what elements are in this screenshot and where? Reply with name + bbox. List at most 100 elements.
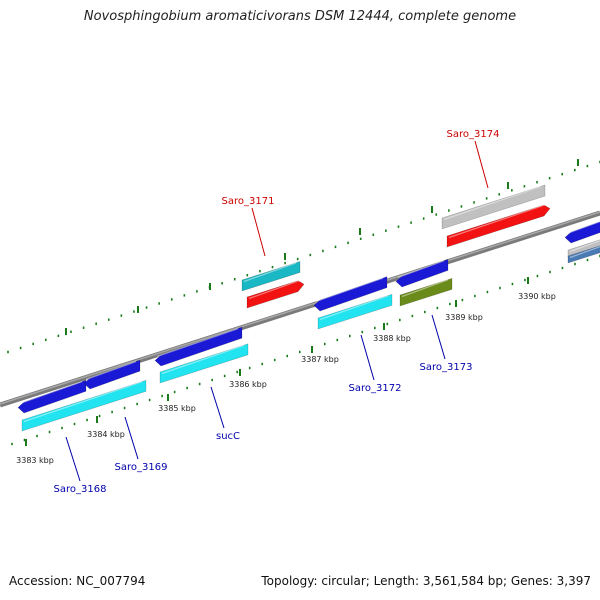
gene-saro-3171-feature: [241, 261, 301, 292]
guide-dot: [460, 205, 463, 208]
gene-label-sucC[interactable]: sucC: [216, 431, 240, 442]
gene-saro-3172-feature: [317, 293, 393, 330]
guide-dot: [273, 358, 276, 362]
tick-label: 3387 kbp: [301, 355, 339, 364]
major-tick: [167, 394, 169, 401]
guide-dot: [148, 398, 151, 402]
leader-saro-3169: [124, 416, 139, 460]
guide-dot: [133, 310, 135, 313]
major-tick: [383, 323, 385, 330]
gene-label-saro-3172[interactable]: Saro_3172: [349, 383, 402, 394]
guide-dot: [473, 201, 475, 204]
major-tick: [507, 182, 509, 189]
guide-dot: [448, 209, 450, 212]
guide-dot: [111, 410, 113, 414]
gene-label-saro-3171[interactable]: Saro_3171: [222, 196, 275, 207]
major-tick: [311, 346, 313, 353]
genome-backbone: [0, 210, 600, 408]
guide-dot: [449, 302, 451, 306]
guide-dot: [11, 442, 13, 446]
gene-label-saro-3168[interactable]: Saro_3168: [54, 484, 107, 495]
guide-dot: [183, 294, 186, 297]
guide-dot: [259, 269, 261, 273]
guide-dot: [61, 426, 63, 430]
guide-dot: [361, 330, 364, 334]
guide-dot: [196, 290, 198, 293]
accession-text: Accession: NC_007794: [9, 574, 146, 588]
guide-dot: [19, 346, 22, 350]
gene-saro-3174-feature: [441, 184, 546, 230]
tick-label: 3385 kbp: [158, 404, 196, 413]
guide-dot: [523, 185, 526, 188]
tick-label: 3389 kbp: [445, 313, 483, 322]
guide-dot: [411, 314, 414, 318]
gene-saro-3172-feature-highlight: [319, 295, 389, 321]
guide-dot: [561, 172, 564, 176]
guide-dot: [211, 378, 213, 382]
guide-dot: [236, 370, 238, 374]
guide-dot: [296, 257, 299, 261]
gene-edge-feature-gray: [567, 239, 600, 258]
gene-label-saro-3173[interactable]: Saro_3173: [420, 362, 473, 373]
major-tick: [527, 277, 529, 284]
guide-dot: [73, 422, 76, 426]
gene-edge-feature-steel-highlight: [569, 246, 600, 259]
guide-dot: [424, 310, 426, 314]
gene-saro-3171-arrow: [246, 280, 305, 309]
leader-succ: [210, 386, 225, 429]
guide-dot: [198, 382, 201, 386]
dotted-guide-lines: [7, 160, 600, 446]
guide-dot: [271, 265, 274, 269]
genome-backbone-highlight: [0, 211, 600, 405]
guide-dot: [410, 221, 412, 224]
leader-saro-3172: [360, 334, 375, 381]
guide-dot: [186, 386, 188, 390]
gene-saro-3168-arrow-highlight: [19, 381, 83, 405]
guide-dot: [511, 189, 513, 192]
leader-saro-3174: [474, 140, 489, 189]
guide-dot: [548, 176, 551, 180]
guide-dot: [511, 282, 514, 286]
guide-dot: [334, 245, 337, 249]
gene-saro-3174-arrow-highlight: [448, 203, 547, 239]
guide-dot: [336, 338, 339, 342]
major-tick: [25, 439, 27, 446]
guide-dot: [498, 193, 501, 196]
gene-label-saro-3169[interactable]: Saro_3169: [115, 462, 168, 473]
guide-dot: [233, 278, 236, 281]
gene-saro-3172-arrow-highlight: [315, 277, 384, 303]
minor-ticks: [25, 159, 579, 446]
guide-dot: [348, 334, 351, 338]
guide-dot: [322, 249, 324, 253]
guide-dot: [221, 282, 223, 285]
guide-dot: [436, 306, 439, 310]
major-tick: [209, 283, 211, 290]
guide-dot: [374, 326, 376, 330]
guide-dot: [298, 350, 301, 354]
tick-label: 3388 kbp: [373, 334, 411, 343]
gene-label-saro-3174[interactable]: Saro_3174: [447, 129, 500, 140]
major-tick: [96, 416, 98, 423]
guide-dot: [44, 338, 47, 342]
tick-label: 3386 kbp: [229, 380, 267, 389]
map-title: Novosphingobium aromaticivorans DSM 1244…: [83, 9, 517, 24]
guide-dot: [549, 270, 551, 274]
guide-dot: [486, 290, 489, 294]
guide-dot: [499, 286, 501, 290]
guide-dot: [95, 322, 97, 325]
guide-dot: [536, 274, 539, 278]
guide-dot: [107, 318, 110, 321]
tick-label: 3383 kbp: [16, 456, 54, 465]
gene-succ-arrow: [154, 326, 243, 367]
leader-saro-3168: [65, 436, 81, 482]
guide-dot: [474, 294, 476, 298]
guide-dot: [485, 197, 488, 200]
gene-saro-3173-arrow: [395, 258, 449, 288]
guide-dot: [223, 374, 226, 378]
guide-dot: [161, 394, 163, 398]
gene-saro-3173-feature: [399, 277, 453, 307]
guide-dot: [82, 326, 85, 329]
gene-edge-feature-steel: [567, 245, 600, 264]
gene-saro-3168-arrow: [17, 379, 87, 414]
